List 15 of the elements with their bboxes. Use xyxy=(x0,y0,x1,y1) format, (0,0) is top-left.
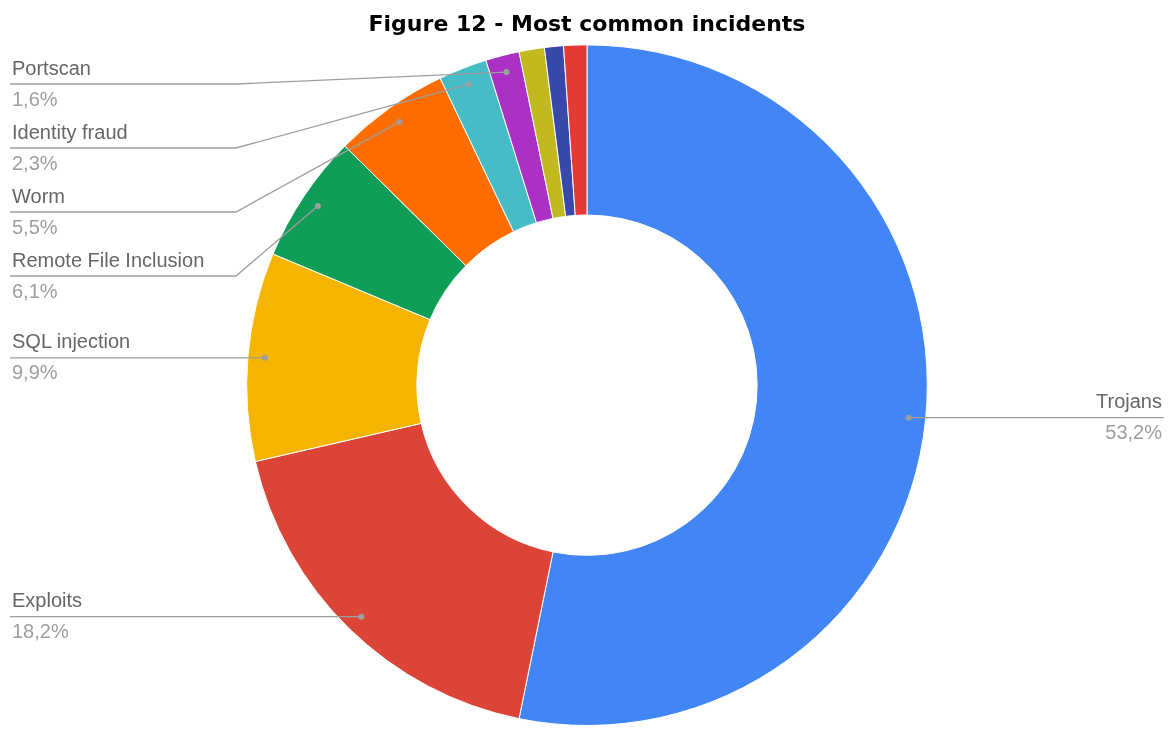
slice-label: Worm xyxy=(12,184,65,207)
slice-label: Trojans xyxy=(1096,390,1162,413)
data-label: 53,2% xyxy=(1105,421,1163,444)
slice-label: Portscan xyxy=(12,56,91,79)
data-label: 18,2% xyxy=(12,620,69,643)
slice-label: Remote File Inclusion xyxy=(12,248,205,271)
slice-label: SQL injection xyxy=(12,330,131,353)
data-label: 9,9% xyxy=(12,361,58,384)
slice-label: Exploits xyxy=(12,589,83,612)
data-label: 5,5% xyxy=(12,215,58,238)
chart-title: Figure 12 - Most common incidents xyxy=(368,10,806,36)
data-label: 2,3% xyxy=(12,151,58,174)
slice-label: Identity fraud xyxy=(12,120,128,143)
data-label: 6,1% xyxy=(12,279,58,302)
data-label: 1,6% xyxy=(12,87,58,110)
